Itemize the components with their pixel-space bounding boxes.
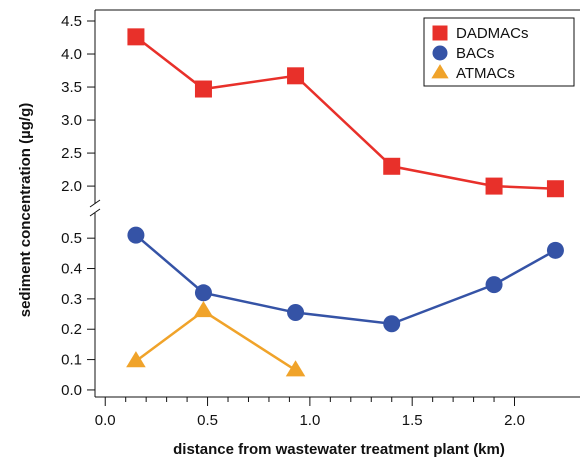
data-point-bacs	[383, 315, 401, 333]
x-tick-label: 0.5	[197, 412, 218, 429]
series-bacs	[127, 226, 564, 333]
y-lower-tick-label: 0.2	[61, 321, 82, 338]
legend-box	[423, 17, 575, 87]
legend: DADMACs BACs ATMACs	[423, 17, 575, 87]
y-upper-tick-label: 3.5	[61, 79, 82, 96]
axis-break-mark	[89, 208, 101, 217]
legend-label-dadmacs: DADMACs	[456, 25, 529, 42]
data-point-bacs	[546, 241, 564, 259]
data-point-bacs	[485, 276, 503, 294]
data-point-dadmacs	[546, 180, 564, 198]
series-atmacs	[126, 301, 306, 377]
data-point-atmacs	[285, 360, 306, 377]
y-lower-tick-label: 0.3	[61, 291, 82, 308]
x-tick-label: 1.5	[402, 412, 423, 429]
data-point-bacs	[194, 284, 212, 302]
series-layer	[126, 28, 564, 377]
data-point-atmacs	[193, 301, 214, 318]
data-point-atmacs	[126, 351, 146, 368]
y-lower-tick-label: 0.0	[61, 382, 82, 399]
y-upper-tick-label: 2.5	[61, 145, 82, 162]
data-point-dadmacs	[485, 177, 503, 195]
y-upper-tick-label: 4.5	[61, 13, 82, 30]
legend-marker-dadmacs	[432, 25, 448, 41]
y-lower-tick-label: 0.4	[61, 261, 82, 278]
y-lower-tick-label: 0.5	[61, 230, 82, 247]
data-point-bacs	[287, 304, 305, 322]
legend-marker-atmacs	[431, 64, 449, 79]
data-point-bacs	[127, 226, 145, 244]
x-axis-title: distance from wastewater treatment plant…	[173, 441, 505, 458]
axes: 2.0 2.5 3.0 3.5 4.0 4.5 0.0 0.1 0.2 0.3 0.4 0.5 0.0 0…	[61, 9, 580, 429]
y-lower-tick-label: 0.1	[61, 352, 82, 369]
x-tick-label: 1.0	[299, 412, 320, 429]
y-upper-tick-label: 3.0	[61, 112, 82, 129]
y-axis-title: sediment concentration (µg/g)	[17, 103, 34, 318]
y-upper-tick-label: 4.0	[61, 46, 82, 63]
legend-label-atmacs: ATMACs	[456, 65, 515, 82]
data-point-dadmacs	[287, 67, 305, 85]
axis-break-mark	[89, 199, 101, 208]
data-point-dadmacs	[127, 28, 145, 46]
legend-label-bacs: BACs	[456, 45, 494, 62]
series-dadmacs	[127, 28, 564, 198]
series-line-dadmacs	[135, 35, 556, 190]
x-tick-label: 0.0	[95, 412, 116, 429]
series-line-bacs	[135, 234, 557, 326]
y-upper-tick-label: 2.0	[61, 178, 82, 195]
legend-marker-bacs	[432, 45, 448, 61]
series-line-atmacs	[135, 309, 297, 372]
data-point-dadmacs	[194, 80, 212, 98]
data-point-dadmacs	[383, 157, 401, 175]
x-tick-label: 2.0	[504, 412, 525, 429]
